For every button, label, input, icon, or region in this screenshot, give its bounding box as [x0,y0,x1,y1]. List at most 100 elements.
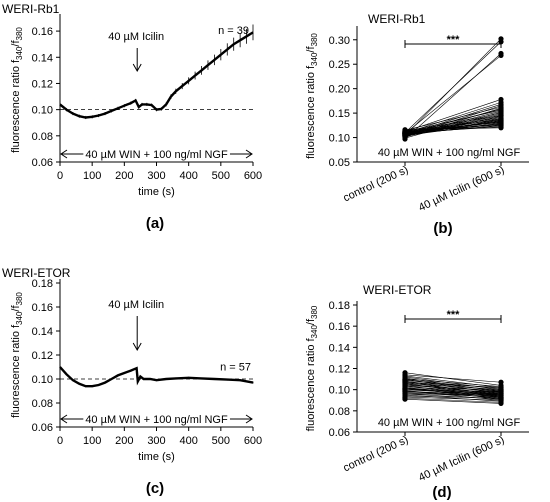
pair-line [404,119,502,132]
y-axis-label-main: fluorescence ratio f [305,338,317,432]
y-axis-label-sub1: 340 [15,46,24,60]
panel-title: WERI-Rb1 [368,12,426,26]
treatment-label: 40 µM WIN + 100 ng/ml NGF [378,147,521,159]
pair-line [404,393,502,396]
y-axis-label-sub2: 380 [310,33,319,47]
x-tick-label: 100 [83,170,101,182]
pair-line [404,374,502,383]
x-tick-label: 200 [115,435,133,447]
panel-letter: (a) [146,215,164,232]
panel-a: WERI-Rb1 0.06 0.08 0.10 0.12 0.14 0.16 0 100 200 3… [2,2,262,232]
x-tick-label: 0 [57,170,63,182]
x-axis-label: time (s) [138,186,175,198]
data-trace [59,31,254,119]
pair-line [404,115,502,132]
pair-line [404,389,502,393]
significance-stars: *** [447,34,461,46]
y-tick-label: 0.16 [32,26,53,38]
y-axis-label-sub2: 380 [310,305,319,319]
pair-line [404,394,502,402]
significance-stars: *** [447,309,461,321]
pair-line [404,393,502,400]
y-tick-label: 0.14 [329,342,350,354]
x-tick-label: 100 [83,435,101,447]
y-tick-label: 0.20 [329,84,350,96]
pair-line [404,398,502,404]
control-point [402,127,408,133]
pair-line [404,378,502,387]
pair-line [404,386,502,394]
y-axis-label-sub2: 380 [15,27,24,41]
treatment-label-backing [375,147,523,159]
panel-d: WERI-ETOR 0.06 0.08 0.10 0.12 0.14 0.16 0.18 con… [305,283,529,501]
stimulus-label: 40 µM Icilin [108,31,164,43]
y-tick-label: 0.06 [329,427,350,439]
category-label: control (200 s) [341,434,410,475]
stimulus-arrow-head [132,342,142,352]
x-tick-label: 500 [212,435,230,447]
y-tick-label: 0.16 [32,302,53,314]
x-tick-label: 400 [179,435,197,447]
bracket-arrow-right [245,414,253,424]
y-tick-label: 0.06 [32,157,53,169]
y-tick-label: 0.12 [329,364,350,376]
pair-line [404,106,502,131]
treatment-label-backing [83,149,230,161]
treatment-label: 40 µM WIN + 100 ng/ml NGF [85,149,228,161]
pair-line [404,392,502,398]
icilin-point [498,400,504,407]
icilin-point [498,125,504,131]
pair-line [404,391,502,397]
treatment-label-backing [83,414,230,426]
bracket-arrow-left [60,414,68,424]
pair-line [404,124,502,132]
y-axis-label-main: fluorescence ratio f [305,65,317,159]
y-tick-label: 0.08 [329,406,350,418]
pair-line [404,385,502,392]
y-tick-label: 0.25 [329,59,350,71]
y-tick-label: 0.08 [32,131,53,143]
category-label: 40 µM Icilin (600 s) [417,434,506,484]
icilin-point [498,379,504,385]
y-axis-label: fluorescence ratio f340/f380 [305,305,319,431]
y-axis-label-main: fluorescence ratio f [10,324,22,418]
y-axis-label-main: fluorescence ratio f [10,59,22,153]
y-tick-label: 0.15 [329,108,350,120]
y-tick-label: 0.10 [329,385,350,397]
panel-title: WERI-ETOR [363,283,432,297]
y-tick-label: 0.18 [32,278,53,290]
treatment-label: 40 µM WIN + 100 ng/ml NGF [378,417,521,429]
panel-title: WERI-Rb1 [2,2,60,16]
y-axis-label-slash: /f [10,40,22,47]
y-axis-label-sub2: 380 [15,292,24,306]
pair-line [404,381,502,388]
y-axis-label-slash: /f [305,318,317,325]
category-label: control (200 s) [341,164,410,205]
pair-line [404,384,502,395]
panel-title: WERI-ETOR [2,266,71,280]
n-label: n = 39 [218,25,249,37]
x-tick-label: 300 [147,435,165,447]
y-axis-label-sub1: 340 [310,52,319,66]
x-tick-label: 400 [179,170,197,182]
y-axis-label: fluorescence ratio f340/f380 [10,292,24,418]
pair-line [404,388,502,395]
y-axis-label-sub1: 340 [310,325,319,339]
pair-line [404,379,502,392]
pair-line [404,55,502,134]
y-tick-label: 0.12 [32,78,53,90]
pair-line [404,389,502,396]
bracket-arrow-right [245,149,253,159]
pair-line [404,391,502,395]
panel-letter: (c) [146,480,164,497]
x-tick-label: 600 [244,435,262,447]
pair-line [404,383,502,390]
panel-letter: (b) [433,220,452,237]
treatment-label: 40 µM WIN + 100 ng/ml NGF [85,414,228,426]
y-axis-label: fluorescence ratio f340/f380 [305,33,319,159]
x-tick-label: 600 [244,170,262,182]
y-tick-label: 0.16 [329,321,350,333]
treatment-label-backing [375,417,523,429]
data-trace [59,366,254,388]
